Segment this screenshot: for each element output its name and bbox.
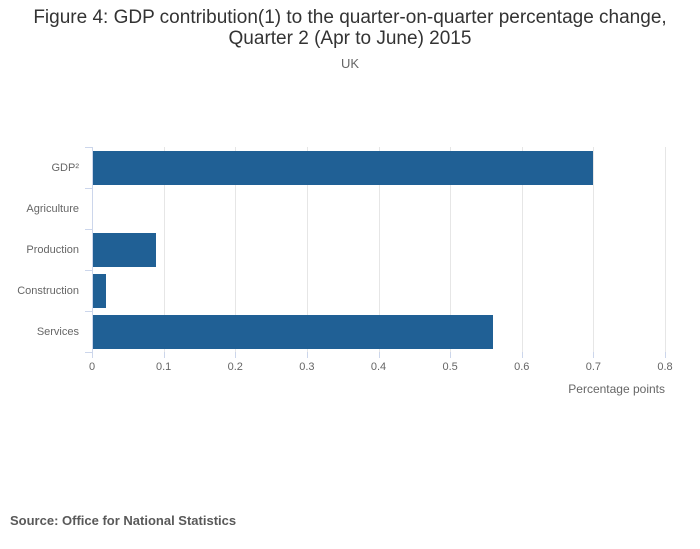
bar [93, 232, 157, 267]
category-tick [85, 270, 92, 271]
x-tick-label: 0.7 [585, 361, 602, 373]
chart-title-line2: Quarter 2 (Apr to June) 2015 [228, 28, 472, 49]
category-tick [85, 229, 92, 230]
category-label: Services [36, 325, 79, 338]
value-tick [163, 352, 165, 358]
chart-title: Figure 4: GDP contribution(1) to the qua… [0, 7, 700, 49]
category-tick [85, 352, 92, 353]
value-tick [521, 352, 523, 358]
chart-subtitle: UK [340, 56, 360, 71]
value-tick [450, 352, 452, 358]
category-tick [85, 147, 92, 148]
gridline [378, 147, 380, 352]
bar [93, 150, 594, 185]
value-tick [235, 352, 237, 358]
gridline [521, 147, 523, 352]
gridline [306, 147, 308, 352]
source-text: Source: Office for National Statistics [10, 513, 237, 528]
gridline [593, 147, 595, 352]
value-tick [665, 352, 666, 358]
value-tick [593, 352, 595, 358]
category-tick [85, 311, 92, 312]
x-axis-title: Percentage points [568, 382, 665, 396]
category-label: GDP² [51, 161, 80, 174]
value-tick [92, 352, 93, 358]
category-axis-labels: GDP² Agriculture Production Construction Ser… [0, 147, 79, 352]
x-tick-label: 0.6 [514, 361, 530, 373]
x-tick-label: 0.1 [155, 361, 172, 373]
gridline [235, 147, 237, 352]
x-tick-label: 0.5 [442, 361, 458, 373]
x-tick-label: 0.8 [657, 361, 673, 373]
category-label: Production [26, 243, 79, 256]
value-tick [378, 352, 380, 358]
gridline [450, 147, 452, 352]
x-tick-label: 0.2 [227, 361, 243, 373]
value-axis-labels: 0 0.1 0.2 0.3 0.4 0.5 0.6 0.7 0.8 [88, 361, 673, 375]
bar [93, 314, 494, 349]
x-tick-label: 0.3 [299, 361, 315, 373]
x-tick-label: 0.4 [370, 361, 387, 373]
category-label: Construction [17, 284, 79, 297]
category-axis-line [92, 147, 93, 352]
gridline [665, 147, 666, 352]
x-tick-label: 0 [88, 361, 96, 373]
value-tick [306, 352, 308, 358]
gridline [163, 147, 165, 352]
chart-title-line1: Figure 4: GDP contribution(1) to the qua… [33, 7, 667, 28]
category-label: Agriculture [26, 202, 79, 215]
bar [93, 273, 107, 308]
plot-area [85, 147, 666, 358]
category-tick [85, 188, 92, 189]
